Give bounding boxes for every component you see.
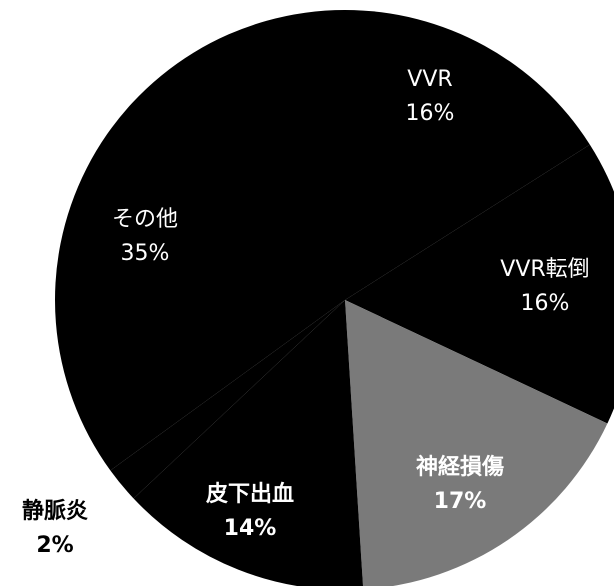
slice-value-label: 16% [406, 101, 455, 126]
pie-slice [345, 10, 590, 300]
slice-value-label: 16% [521, 291, 570, 316]
slice-value-label: 14% [224, 516, 277, 541]
pie-slice [110, 300, 345, 499]
slice-label: 静脈炎 [22, 498, 88, 524]
slice-label: 神経損傷 [416, 454, 504, 480]
pie-slice [133, 300, 363, 586]
slice-value-label: 2% [36, 533, 73, 558]
slice-label: VVR転倒 [500, 257, 589, 282]
slice-label: VVR [407, 67, 452, 92]
pie-slice [345, 144, 614, 424]
slice-label: その他 [112, 207, 178, 232]
slice-value-label: 17% [434, 489, 487, 514]
pie-slice [345, 300, 608, 586]
slice-label: 皮下出血 [206, 481, 294, 507]
pie-slice [54, 10, 345, 471]
slice-value-label: 35% [121, 241, 170, 266]
